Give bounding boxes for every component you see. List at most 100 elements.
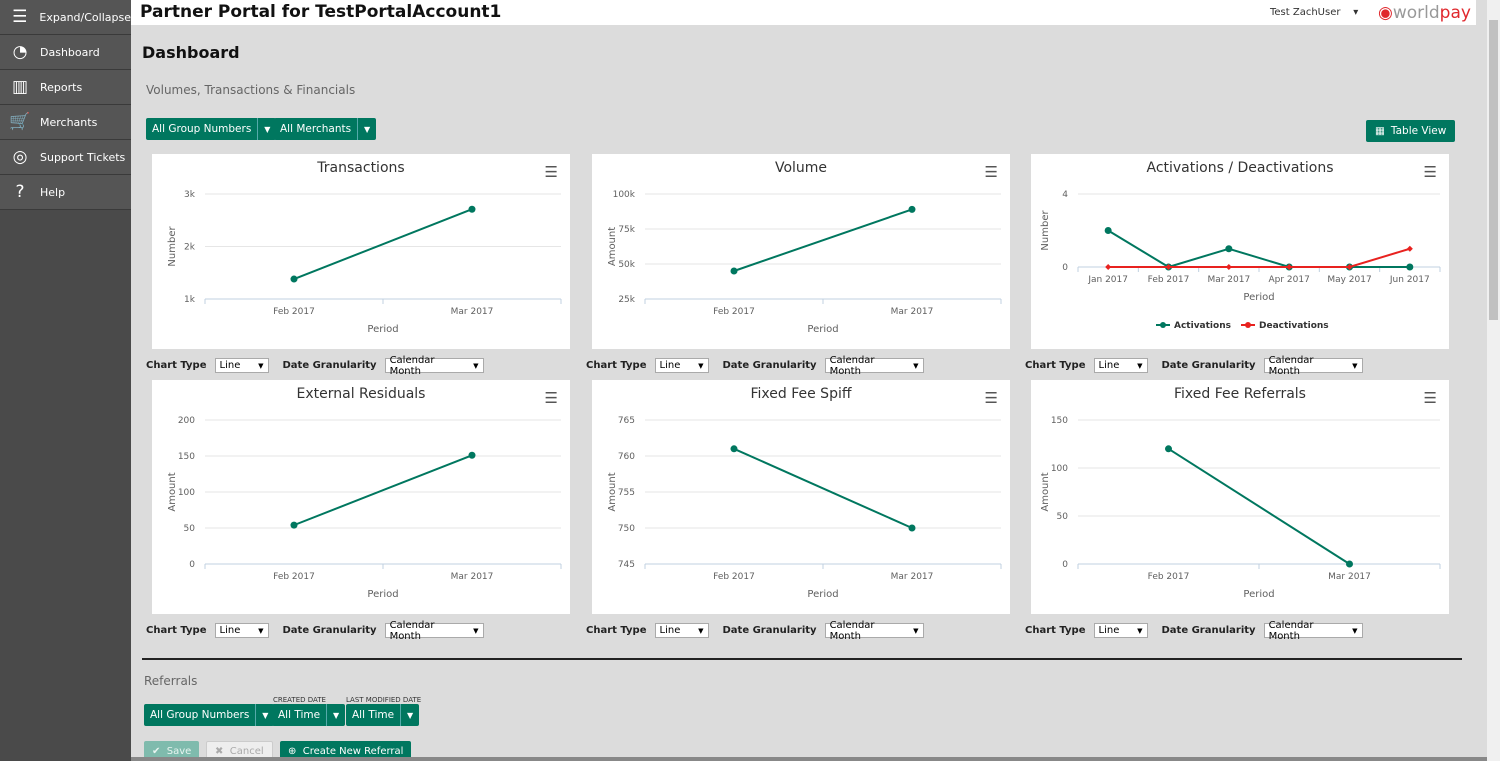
date-granularity-select[interactable]: Calendar Month ▼	[824, 620, 924, 642]
chart-menu-icon[interactable]: ☰	[544, 163, 558, 181]
chart-svg: 1k 2k 3k Feb 2017 Mar 2017 Period Number	[167, 190, 562, 335]
merchants-dropdown[interactable]: All Merchants ▼	[274, 118, 377, 140]
chart-svg: 0 50 100 150 200 Feb 2017 Mar 2017 Period Amount	[167, 416, 562, 600]
sidebar-item-reports[interactable]: ▥ Reports	[0, 70, 131, 105]
x-tick-label: Feb 2017	[1148, 572, 1190, 582]
sidebar-item-merchants[interactable]: 🛒 Merchants	[0, 105, 131, 140]
table-view-button[interactable]: ▦ Table View	[1366, 120, 1456, 142]
date-granularity-select[interactable]: Calendar Month ▼	[384, 355, 484, 377]
data-point	[908, 205, 916, 213]
sidebar-item-label: Dashboard	[40, 45, 100, 59]
save-button[interactable]: ✔ Save	[144, 741, 200, 761]
y-tick-label: 200	[178, 416, 195, 426]
chart-title: Transactions	[317, 160, 405, 176]
date-granularity-select[interactable]: Calendar Month ▼	[824, 355, 924, 377]
x-axis-title: Period	[1243, 589, 1274, 600]
sidebar-item-help[interactable]: ? Help	[0, 175, 131, 210]
chart-type-label: Chart Type	[1025, 360, 1086, 371]
date-granularity-select[interactable]: Calendar Month ▼	[1263, 620, 1363, 642]
sidebar: ☰ Expand/Collapse ◔ Dashboard ▥ Reports 🛒 Merch…	[0, 0, 131, 761]
sidebar-item-label: Reports	[40, 80, 83, 94]
date-granularity-label: Date Granularity	[282, 360, 377, 371]
legend-label: Deactivations	[1259, 321, 1329, 331]
caret-down-icon: ▼	[264, 124, 271, 134]
date-granularity-label: Date Granularity	[1161, 625, 1256, 636]
date-granularity-select[interactable]: Calendar Month ▼	[384, 620, 484, 642]
y-axis-title: Amount	[607, 472, 618, 511]
data-point	[290, 521, 298, 529]
chart-menu-icon[interactable]: ☰	[984, 163, 998, 181]
chart-menu-icon[interactable]: ☰	[984, 389, 998, 407]
series-line	[1167, 447, 1351, 565]
data-point	[290, 275, 298, 283]
x-tick-label: Jun 2017	[1389, 275, 1430, 285]
y-tick-label: 750	[618, 524, 635, 534]
x-tick-label: May 2017	[1327, 275, 1371, 285]
created-date-dropdown[interactable]: All Time ▼	[272, 704, 346, 726]
referrals-group-dropdown[interactable]: All Group Numbers ▼	[144, 704, 275, 726]
scrollbar-thumb[interactable]	[1489, 20, 1498, 320]
bar-chart-icon: ▥	[11, 77, 29, 97]
chart-controls: Chart Type Line ▼ Date Granularity Calendar …	[586, 355, 938, 377]
x-axis-title: Period	[367, 589, 398, 600]
created-date-label: CREATED DATE	[273, 696, 326, 704]
chart-menu-icon[interactable]: ☰	[1423, 389, 1437, 407]
x-tick-label: Jan 2017	[1087, 275, 1128, 285]
date-granularity-select[interactable]: Calendar Month ▼	[1263, 355, 1363, 377]
y-tick-label: 4	[1062, 190, 1068, 200]
y-axis-title: Amount	[1040, 472, 1051, 511]
group-numbers-dropdown[interactable]: All Group Numbers ▼	[146, 118, 277, 140]
chart-type-select[interactable]: Line ▼	[654, 358, 709, 373]
scrollbar[interactable]	[1487, 0, 1500, 761]
x-tick-label: Mar 2017	[451, 307, 494, 317]
chart-menu-icon[interactable]: ☰	[1423, 163, 1437, 181]
chart-type-select[interactable]: Line ▼	[654, 623, 709, 638]
page-title: Dashboard	[142, 43, 240, 62]
data-point	[1104, 227, 1112, 234]
create-referral-button[interactable]: ⊕ Create New Referral	[280, 741, 412, 761]
y-tick-label: 150	[178, 452, 195, 462]
chart-type-select[interactable]: Line ▼	[214, 358, 269, 373]
help-icon: ?	[15, 182, 25, 202]
x-tick-label: Feb 2017	[1148, 275, 1190, 285]
chart-type-select[interactable]: Line ▼	[1093, 358, 1148, 373]
chart-svg: 0 4 Jan 2017 Feb 2017 Mar 2017 Apr 2017 May 20…	[1040, 190, 1441, 331]
cart-icon: 🛒	[9, 112, 31, 132]
referrals-title: Referrals	[144, 674, 198, 688]
chart-title: Fixed Fee Referrals	[1174, 386, 1306, 402]
x-tick-label: Mar 2017	[1207, 275, 1250, 285]
data-point	[1406, 245, 1413, 252]
chart-svg: 0 50 100 150 Feb 2017 Mar 2017 Period Amount	[1040, 416, 1441, 600]
x-tick-label: Feb 2017	[273, 307, 315, 317]
chart-svg: 745 750 755 760 765 Feb 2017 Mar 2017 Period Amo…	[607, 416, 1002, 600]
data-point	[468, 451, 476, 459]
sidebar-item-dashboard[interactable]: ◔ Dashboard	[0, 35, 131, 70]
chart-type-select[interactable]: Line ▼	[214, 623, 269, 638]
section-title: Volumes, Transactions & Financials	[146, 83, 356, 97]
x-tick-label: Feb 2017	[713, 307, 755, 317]
chart-controls: Chart Type Line ▼ Date Granularity Calendar …	[586, 620, 938, 642]
x-axis-title: Period	[807, 589, 838, 600]
chart-menu-icon[interactable]: ☰	[544, 389, 558, 407]
chart-panel-transactions: Transactions ☰ 1k 2k 3k Feb 2017 Mar 2017 Perio…	[152, 154, 570, 349]
sidebar-item-support-tickets[interactable]: ◎ Support Tickets	[0, 140, 131, 175]
y-tick-label: 50k	[618, 260, 635, 270]
sidebar-item-expand-collapse[interactable]: ☰ Expand/Collapse	[0, 0, 131, 35]
data-point	[730, 445, 738, 453]
y-tick-label: 100k	[613, 190, 636, 200]
check-icon: ✔	[152, 745, 161, 757]
y-tick-label: 1k	[184, 295, 196, 305]
chart-type-label: Chart Type	[146, 625, 207, 636]
chart-type-select[interactable]: Line ▼	[1093, 623, 1148, 638]
series-line	[1107, 229, 1410, 269]
series-line	[733, 447, 913, 529]
caret-down-icon: ▾	[1353, 7, 1359, 18]
data-point	[1286, 264, 1293, 270]
chart-svg: 25k 50k 75k 100k Feb 2017 Mar 2017 Period Amoun…	[607, 190, 1002, 335]
user-menu[interactable]: Test ZachUser ▾	[1270, 7, 1358, 18]
plus-circle-icon: ⊕	[288, 745, 297, 757]
bottom-bar	[131, 757, 1487, 761]
y-tick-label: 50	[184, 524, 196, 534]
worldpay-logo: ◉worldpay	[1378, 3, 1471, 23]
modified-date-dropdown[interactable]: All Time ▼	[346, 704, 420, 726]
